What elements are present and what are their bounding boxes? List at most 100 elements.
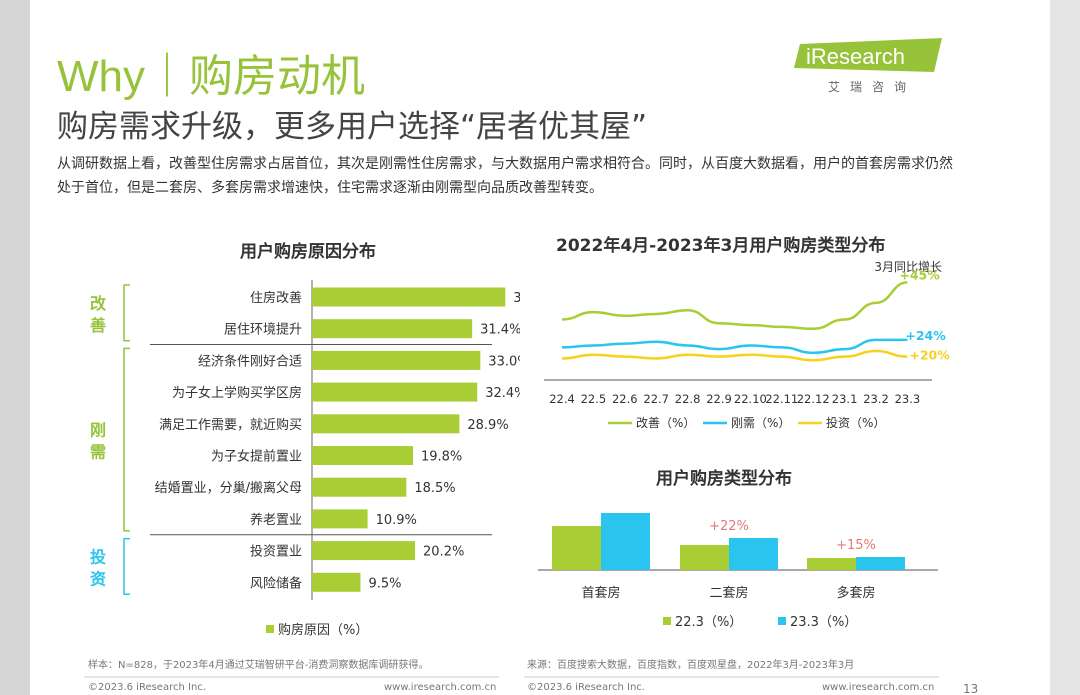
reason-value-label: 20.2%	[423, 545, 464, 560]
iresearch-logo-icon	[794, 38, 942, 72]
group-label-char: 刚	[90, 421, 106, 440]
report-page	[30, 0, 1050, 695]
left-copyright: ©2023.6 iResearch Inc.	[88, 682, 206, 693]
footer-divider	[84, 676, 939, 678]
type-legend-label: 23.3（%）	[790, 615, 857, 630]
reason-label: 住房改善	[250, 290, 302, 306]
type-category-label: 二套房	[709, 585, 748, 601]
group-bracket	[123, 537, 130, 596]
trend-series-line	[561, 281, 908, 331]
trend-end-label: +20%	[909, 348, 950, 363]
intro-paragraph: 从调研数据上看，改善型住房需求占居首位，其次是刚需性住房需求，与大数据用户需求相…	[57, 156, 953, 196]
reason-bar	[312, 382, 478, 402]
trend-annotation: 3月同比增长	[874, 260, 942, 274]
left-url: www.iresearch.com.cn	[384, 682, 497, 693]
type-growth-label: +22%	[709, 519, 749, 534]
type-bar	[729, 538, 778, 570]
reason-value-label: 31.4%	[480, 323, 520, 338]
group-label-char: 改	[90, 294, 107, 313]
reason-label: 风险储备	[250, 575, 302, 591]
reason-label: 为子女提前置业	[211, 449, 302, 465]
reason-label: 投资置业	[250, 544, 302, 560]
reason-bar	[312, 287, 506, 307]
type-legend-swatch	[778, 617, 786, 625]
reason-label: 满足工作需要，就近购买	[159, 417, 302, 433]
source-note: 来源：百度搜索大数据，百度指数，百度观星盘，2022年3月-2023年3月	[527, 660, 855, 671]
sample-note: 样本：N=828，于2023年4月通过艾瑞智研平台-消费洞察数据库调研获得。	[88, 660, 429, 671]
reason-bar	[312, 509, 368, 529]
reason-value-label: 18.5%	[414, 481, 455, 496]
trend-tick-label: 22.9	[706, 392, 732, 406]
type-legend-label: 22.3（%）	[675, 615, 742, 630]
reason-bar	[312, 477, 407, 497]
trend-legend-label: 刚需（%）	[731, 416, 790, 430]
page-edge	[1050, 0, 1080, 695]
group-bracket	[123, 284, 130, 342]
page-number: 13	[963, 682, 979, 695]
logo-word: iResearch	[806, 44, 906, 69]
reason-label: 为子女上学购买学区房	[172, 385, 302, 401]
reason-label: 经济条件刚好合适	[198, 353, 302, 369]
reasons-legend-swatch	[266, 625, 274, 633]
reasons-legend-label: 购房原因（%）	[278, 622, 368, 638]
trend-chart-title: 2022年4月-2023年3月用户购房类型分布	[556, 236, 886, 256]
trend-legend-label: 改善（%）	[636, 415, 695, 430]
type-category-label: 多套房	[836, 585, 875, 601]
trend-legend-label: 投资（%）	[826, 415, 885, 430]
type-chart-title: 用户购房类型分布	[656, 469, 792, 489]
logo-subtitle: 艾瑞咨询	[828, 80, 917, 94]
reason-bar	[312, 414, 460, 434]
type-bar	[552, 526, 601, 570]
trend-chart: 3月同比增长 22.4 22.5 22.6 22.7 22.8 22.9 22.1022.11…	[544, 260, 950, 430]
type-bar	[856, 557, 905, 570]
group-bracket	[123, 347, 130, 532]
reason-label: 结婚置业，分巢/搬离父母	[155, 480, 302, 496]
reason-bar	[312, 446, 413, 465]
trend-tick-label: 23.3	[895, 392, 921, 406]
trend-tick-label: 22.10	[734, 392, 767, 406]
reason-bar	[312, 350, 481, 370]
type-chart: 首套房 二套房 +22% 多套房 +15% 22.3（%） 23.3（%）	[538, 513, 938, 630]
reasons-chart-title: 用户购房原因分布	[240, 242, 376, 262]
page-title: Why｜购房动机	[57, 52, 365, 101]
reason-value-label: 28.9%	[467, 418, 508, 433]
trend-tick-label: 22.7	[643, 392, 669, 406]
reason-value-label: 32.4%	[485, 386, 520, 401]
iresearch-logo: iResearch 艾瑞咨询	[794, 38, 954, 98]
reason-value-label: 19.8%	[421, 450, 462, 465]
type-bar	[601, 513, 650, 570]
trend-tick-label: 22.8	[675, 392, 701, 406]
trend-end-label: +24%	[905, 328, 946, 343]
trend-tick-label: 22.12	[797, 392, 830, 406]
right-copyright: ©2023.6 iResearch Inc.	[527, 682, 645, 693]
reason-value-label: 37.9%	[513, 291, 520, 306]
trend-tick-label: 22.6	[612, 392, 638, 406]
reason-bar	[312, 572, 361, 592]
type-bar	[680, 545, 729, 570]
group-label-char: 投	[90, 547, 106, 566]
trend-end-label: +45%	[899, 267, 940, 282]
reason-label: 养老置业	[250, 512, 302, 528]
group-label-char: 善	[90, 316, 106, 335]
reason-bar	[312, 541, 416, 561]
type-category-label: 首套房	[581, 585, 620, 601]
trend-tick-label: 22.5	[581, 392, 607, 406]
reason-value-label: 9.5%	[368, 576, 401, 591]
trend-tick-label: 22.11	[765, 392, 798, 406]
trend-tick-label: 23.2	[863, 392, 889, 406]
reasons-chart: 住房改善 37.9% 居住环境提升 31.4% 经济条件刚好合适 33.0% 为子女上学购买…	[90, 280, 520, 638]
group-label-char: 资	[90, 569, 106, 588]
page-subtitle: 购房需求升级，更多用户选择“居者优其屋”	[57, 109, 648, 145]
trend-series-line	[561, 338, 908, 355]
trend-tick-label: 22.4	[549, 392, 575, 406]
reason-label: 居住环境提升	[224, 322, 302, 338]
reason-value-label: 33.0%	[488, 354, 520, 369]
trend-series-line	[561, 349, 908, 362]
trend-tick-label: 23.1	[832, 392, 858, 406]
group-label-char: 需	[90, 443, 106, 462]
right-url: www.iresearch.com.cn	[822, 682, 935, 693]
type-bar	[807, 558, 856, 570]
reason-value-label: 10.9%	[376, 513, 417, 528]
type-growth-label: +15%	[836, 538, 876, 553]
reason-bar	[312, 319, 473, 339]
